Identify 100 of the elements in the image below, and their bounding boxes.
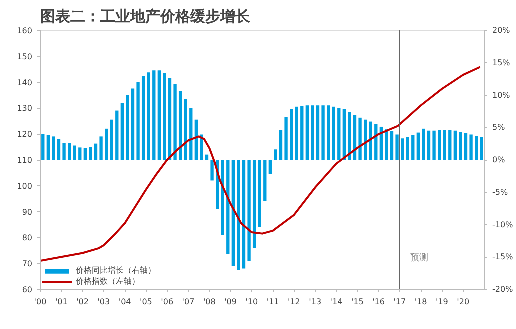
bar	[316, 106, 320, 160]
y-tick-label: 120	[17, 130, 33, 140]
bar	[274, 150, 278, 160]
x-tick-label: '16	[372, 298, 385, 306]
bar	[252, 160, 256, 248]
legend-label: 价格同比增长（右轴）	[76, 265, 156, 276]
bar	[464, 133, 468, 160]
bar	[290, 109, 294, 160]
bar	[242, 160, 246, 269]
bar	[158, 70, 162, 160]
bar	[390, 132, 394, 160]
bar	[84, 148, 88, 160]
bar	[348, 112, 352, 160]
x-tick-label: '03	[98, 298, 110, 306]
bar	[116, 110, 119, 160]
legend-label: 价格指数（左轴）	[76, 276, 140, 287]
x-tick-label: '01	[55, 298, 68, 306]
bar	[94, 144, 98, 160]
bar	[474, 136, 478, 160]
bar	[174, 84, 177, 160]
y-tick-label: 60	[22, 286, 33, 294]
x-tick-label: '05	[140, 298, 152, 306]
bar	[406, 137, 410, 160]
bar	[311, 106, 314, 160]
bar	[268, 160, 272, 174]
bar	[78, 148, 82, 160]
bar	[279, 130, 283, 160]
x-tick-label: '12	[288, 298, 300, 306]
y2-tick-label: -20%	[492, 285, 514, 294]
x-tick-label: '20	[457, 298, 470, 306]
bar	[104, 128, 108, 160]
x-tick-label: '07	[182, 298, 195, 306]
y2-tick-label: 5%	[492, 123, 506, 132]
bar	[168, 78, 172, 160]
bar	[136, 82, 140, 160]
bar	[200, 134, 204, 160]
x-tick-label: '13	[309, 298, 322, 306]
bar	[396, 134, 399, 160]
x-tick-label: '02	[76, 298, 89, 306]
y2-tick-label: 20%	[492, 26, 511, 35]
bar	[454, 130, 458, 160]
bar	[322, 106, 325, 160]
bar	[62, 143, 66, 160]
bar	[46, 135, 50, 160]
bar	[205, 154, 209, 160]
bar	[443, 130, 446, 160]
y-tick-label: 130	[17, 104, 33, 114]
y2-tick-label: 15%	[492, 58, 511, 68]
x-tick-label: '10	[246, 298, 258, 306]
bar	[300, 106, 304, 160]
y-tick-label: 70	[22, 260, 33, 269]
y2-tick-label: -10%	[492, 220, 514, 230]
bar	[326, 106, 330, 160]
bar	[152, 70, 156, 160]
bar	[190, 108, 193, 160]
bar	[432, 130, 436, 160]
bar	[210, 160, 214, 181]
bar	[178, 91, 182, 160]
x-tick-label: '14	[330, 298, 343, 306]
bar	[358, 118, 362, 160]
bar	[459, 132, 462, 160]
bar	[264, 160, 267, 202]
x-tick-label: '17	[394, 298, 406, 306]
bar	[306, 106, 310, 160]
bar	[89, 147, 92, 160]
bar	[147, 72, 150, 160]
y-tick-label: 140	[17, 78, 33, 88]
x-tick-label: '18	[414, 298, 428, 306]
bar	[131, 88, 135, 160]
x-tick-label: '08	[203, 298, 216, 306]
bar	[232, 160, 236, 266]
bar	[184, 99, 188, 160]
y-tick-label: 80	[22, 234, 33, 243]
bar	[226, 160, 230, 255]
bar	[52, 136, 56, 160]
bar	[57, 139, 61, 160]
bar	[385, 130, 388, 160]
bar	[332, 106, 336, 160]
ref-line-label: 预测	[410, 252, 428, 264]
bar	[110, 120, 114, 160]
y-tick-label: 110	[17, 156, 33, 165]
bar	[338, 108, 341, 160]
chart-title: 图表二：工业地产价格缓步增长	[40, 8, 252, 26]
x-tick-label: '04	[118, 298, 132, 306]
bar	[126, 95, 130, 160]
y-tick-label: 100	[17, 182, 33, 191]
bar	[284, 117, 288, 160]
bar	[422, 128, 426, 160]
y-tick-label: 150	[17, 52, 33, 62]
bar	[42, 134, 45, 160]
bar	[470, 134, 473, 160]
x-tick-label: '11	[266, 298, 280, 306]
x-tick-label: '06	[161, 298, 174, 306]
bar	[438, 130, 442, 160]
bar	[248, 160, 251, 262]
bar	[142, 76, 146, 160]
bar	[73, 146, 76, 160]
bar	[258, 160, 262, 228]
x-tick-label: '00	[34, 298, 47, 306]
y-tick-label: 90	[22, 208, 33, 217]
